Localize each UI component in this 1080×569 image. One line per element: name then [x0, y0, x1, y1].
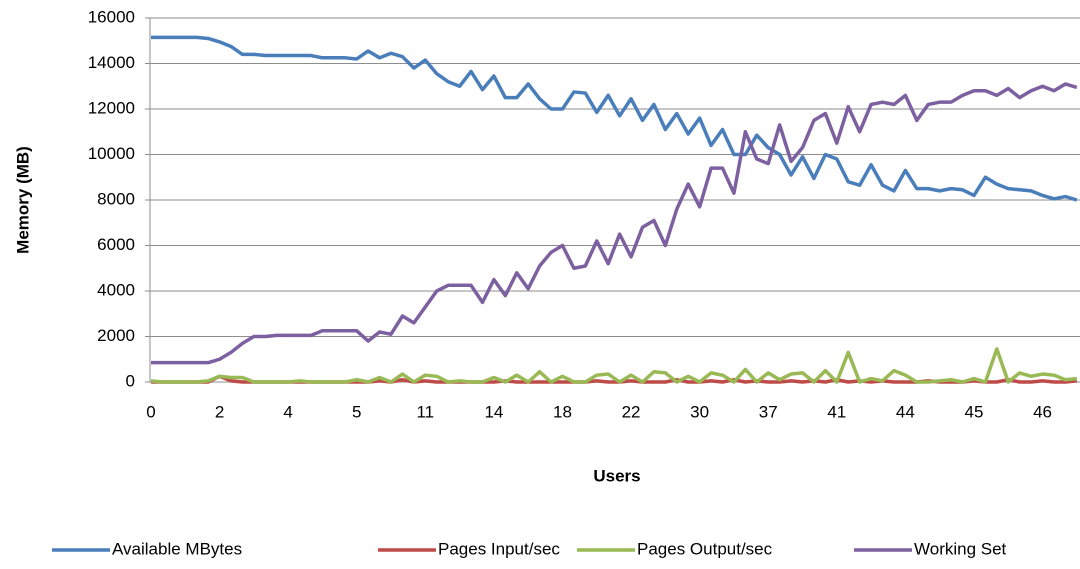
x-tick-label: 11	[416, 402, 434, 421]
x-tick-label: 0	[146, 402, 155, 421]
x-tick-label: 45	[964, 402, 983, 421]
y-tick-label: 14000	[88, 53, 135, 72]
series-line	[150, 347, 1078, 384]
legend-label: Pages Output/sec	[637, 539, 773, 558]
legend-label: Pages Input/sec	[438, 539, 560, 558]
y-tick-label: 4000	[97, 280, 135, 299]
y-tick-label: 0	[126, 371, 135, 390]
y-tick-label: 2000	[97, 326, 135, 345]
x-tick-label: 18	[553, 402, 572, 421]
x-tick-label: 2	[215, 402, 224, 421]
x-tick-label: 37	[759, 402, 778, 421]
y-tick-label: 10000	[88, 144, 135, 163]
y-tick-label: 12000	[88, 98, 135, 117]
series-line	[151, 82, 1078, 365]
y-axis-label: Memory (MB)	[13, 146, 32, 254]
x-tick-label: 46	[1033, 402, 1052, 421]
legend-label: Available MBytes	[112, 539, 242, 558]
y-tick-label: 6000	[97, 235, 135, 254]
x-tick-label: 30	[690, 402, 709, 421]
y-tick-label: 8000	[97, 189, 135, 208]
x-tick-label: 4	[283, 402, 292, 421]
x-tick-label: 44	[896, 402, 915, 421]
y-tick-label: 16000	[88, 7, 135, 26]
x-axis-label: Users	[593, 466, 640, 485]
x-tick-label: 14	[484, 402, 503, 421]
legend-label: Working Set	[914, 539, 1007, 558]
x-tick-label: 41	[827, 402, 846, 421]
x-tick-label: 5	[352, 402, 361, 421]
x-tick-label: 22	[622, 402, 641, 421]
series-line	[151, 35, 1078, 202]
